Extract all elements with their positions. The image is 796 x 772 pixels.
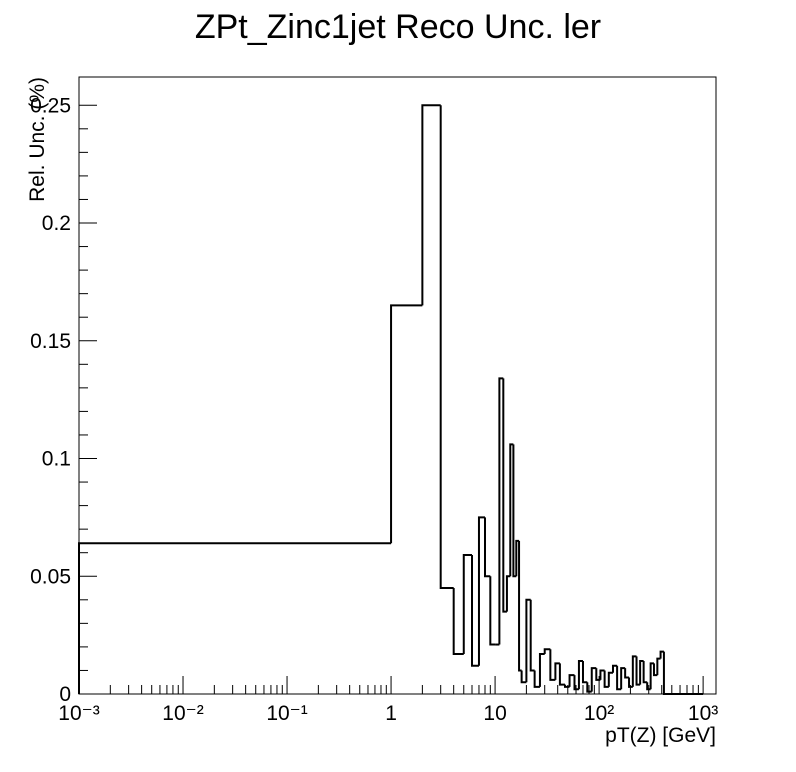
histogram-bin <box>509 443 514 577</box>
histogram-bin <box>656 657 661 676</box>
histogram-bin <box>563 684 570 688</box>
x-tick-label: 10 <box>483 702 506 725</box>
histogram-bin <box>483 517 491 578</box>
chart-title: ZPt_Zinc1jet Reco Unc. ler <box>195 8 601 46</box>
y-tick-label: 0.05 <box>30 565 71 588</box>
histogram-bin <box>549 649 556 681</box>
histogram-bin <box>628 677 633 688</box>
histogram-bin <box>558 663 565 686</box>
histogram-bin <box>635 656 641 686</box>
histogram-bin <box>390 304 423 544</box>
x-tick-label: 1 <box>385 702 397 725</box>
histogram-bin <box>518 540 522 672</box>
y-tick-label: 0 <box>59 683 71 706</box>
histogram-bin <box>595 668 601 681</box>
histogram-bin <box>452 588 464 655</box>
frame <box>78 76 717 695</box>
histogram-bin <box>543 648 551 654</box>
histogram-bin <box>439 105 454 590</box>
histogram-bin <box>659 650 664 659</box>
x-tick-label: 10⁻³ <box>58 702 99 725</box>
histogram-bin <box>624 668 630 679</box>
x-axis-label: pT(Z) [GeV] <box>605 724 716 747</box>
histogram-bin <box>586 682 592 693</box>
histogram-bin <box>529 599 535 672</box>
histogram-bin <box>512 444 517 578</box>
histogram-bin <box>599 669 605 680</box>
y-axis-label: Rel. Unc. (%) <box>26 77 49 202</box>
histogram-bin <box>620 667 626 690</box>
x-tick-label: 10³ <box>688 702 718 725</box>
histogram-bin <box>489 576 496 646</box>
histogram-bin <box>577 660 583 690</box>
histogram-bin <box>581 661 588 684</box>
histogram-bin <box>631 655 637 687</box>
histogram-bin <box>421 104 441 306</box>
x-tick-label: 10⁻¹ <box>266 702 307 725</box>
y-tick-label: 0.2 <box>42 212 71 235</box>
histogram-bin <box>649 662 654 690</box>
histogram-bin <box>607 671 613 687</box>
x-tick-label: 10² <box>584 702 614 725</box>
histogram-bin <box>538 652 545 687</box>
histogram-bin <box>590 667 597 692</box>
histogram-bin <box>498 377 504 645</box>
histogram-bin <box>603 670 609 688</box>
histogram-bin <box>525 598 531 683</box>
y-tick-label: 0.25 <box>30 94 71 117</box>
histogram-bin <box>616 665 622 691</box>
histogram-bin <box>639 660 644 685</box>
y-tick-label: 0.15 <box>30 330 71 353</box>
histogram-bin <box>554 662 560 680</box>
x-tick-label: 10⁻² <box>162 702 203 725</box>
y-tick-label: 0.1 <box>42 448 71 471</box>
histogram-bin <box>462 554 473 654</box>
histogram-bin <box>573 675 579 691</box>
histogram-bin <box>520 670 527 684</box>
histogram-bin <box>652 663 658 677</box>
histogram-bin <box>477 516 485 666</box>
histogram-bin <box>505 575 511 612</box>
histogram-bin <box>611 664 618 673</box>
histogram-bin <box>471 555 479 667</box>
histogram-bin <box>502 378 507 613</box>
histogram-bin <box>78 542 392 694</box>
histogram-bin <box>568 674 575 687</box>
histogram-bin <box>646 682 651 691</box>
histogram-bin <box>515 539 520 577</box>
histogram-bin <box>642 661 648 684</box>
histogram-bin <box>662 651 704 695</box>
histogram-bin <box>533 670 540 688</box>
